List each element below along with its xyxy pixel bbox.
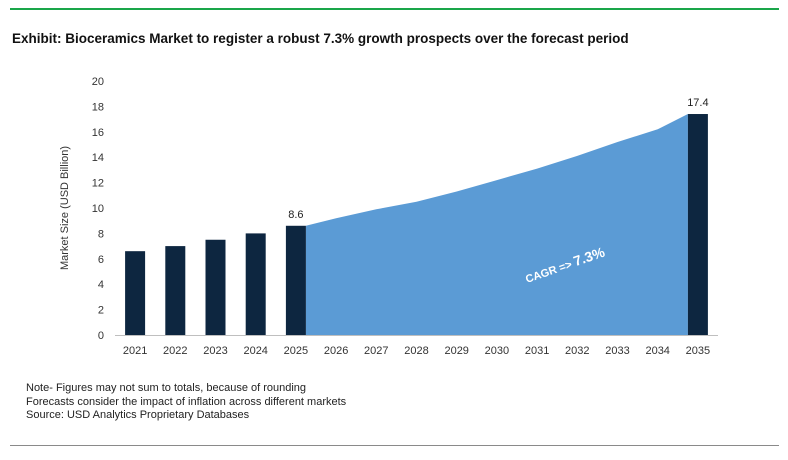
top-rule: [10, 8, 779, 10]
x-tick-label: 2035: [686, 345, 710, 357]
x-tick-label: 2034: [645, 345, 669, 357]
data-label-2035: 17.4: [687, 97, 708, 109]
bar-2021: [125, 251, 146, 335]
data-label-2025: 8.6: [288, 209, 303, 221]
bar-2035: [687, 114, 708, 336]
x-tick-label: 2033: [605, 345, 629, 357]
y-tick-label: 20: [92, 76, 104, 88]
bottom-rule: [10, 445, 779, 446]
x-tick-label: 2029: [444, 345, 468, 357]
x-tick-label: 2032: [565, 345, 589, 357]
x-tick-label: 2024: [243, 345, 267, 357]
y-tick-label: 16: [92, 127, 104, 139]
x-tick-label: 2027: [364, 345, 388, 357]
y-tick-label: 2: [98, 305, 104, 317]
bar-2025: [285, 225, 306, 335]
chart: 8.6 17.4 0 2 4 6 8 10 12 14 16 18 20 2021 2022 2023 2024…: [59, 76, 718, 357]
y-tick-label: 10: [92, 203, 104, 215]
forecast-area: [305, 114, 688, 335]
y-tick-label: 14: [92, 152, 104, 164]
x-tick-label: 2022: [163, 345, 187, 357]
x-tick-label: 2031: [525, 345, 549, 357]
x-tick-label: 2026: [324, 345, 348, 357]
bar-2024: [245, 233, 266, 335]
x-tick-label: 2028: [404, 345, 428, 357]
y-tick-label: 18: [92, 101, 104, 113]
x-tick-label: 2025: [284, 345, 308, 357]
x-tick-label: 2021: [123, 345, 147, 357]
note-rounding: Note- Figures may not sum to totals, bec…: [26, 382, 307, 394]
bar-2023: [205, 239, 226, 335]
y-tick-label: 12: [92, 178, 104, 190]
note-inflation: Forecasts consider the impact of inflati…: [26, 395, 347, 408]
notes: Note- Figures may not sum to totals, bec…: [26, 382, 346, 423]
y-tick-label: 8: [98, 228, 104, 240]
note-source: Source: USD Analytics Proprietary Databa…: [26, 409, 250, 421]
exhibit-title: Exhibit: Bioceramics Market to register …: [12, 31, 629, 46]
y-tick-label: 6: [98, 254, 104, 266]
y-axis-label: Market Size (USD Billion): [59, 146, 71, 270]
x-tick-label: 2030: [485, 345, 509, 357]
x-tick-label: 2023: [203, 345, 227, 357]
y-tick-label: 0: [98, 330, 104, 342]
bar-2022: [165, 246, 186, 335]
y-tick-label: 4: [98, 279, 104, 291]
